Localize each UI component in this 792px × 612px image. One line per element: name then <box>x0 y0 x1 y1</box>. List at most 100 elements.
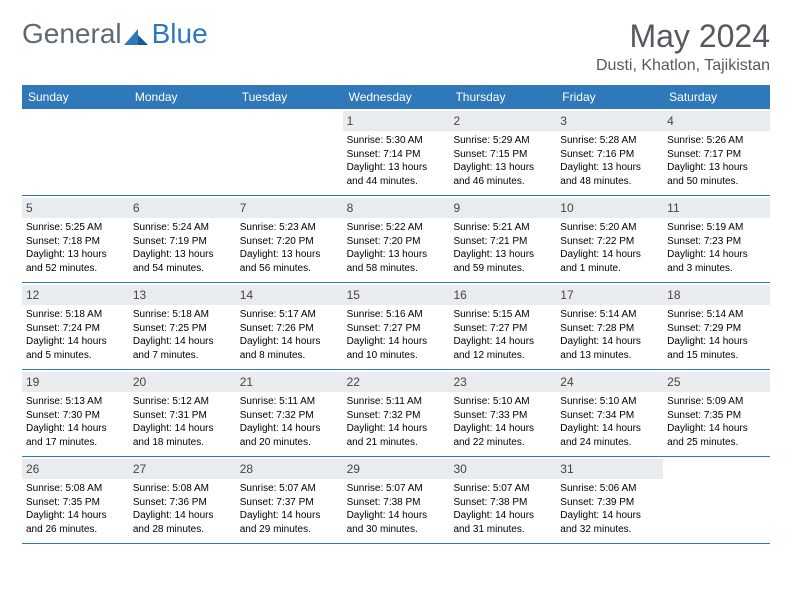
title-block: May 2024 Dusti, Khatlon, Tajikistan <box>596 18 770 75</box>
sunrise-text: Sunrise: 5:25 AM <box>26 221 125 235</box>
day-cell: 25Sunrise: 5:09 AMSunset: 7:35 PMDayligh… <box>663 370 770 456</box>
sunrise-text: Sunrise: 5:14 AM <box>560 308 659 322</box>
sunrise-text: Sunrise: 5:30 AM <box>347 134 446 148</box>
sunset-text: Sunset: 7:30 PM <box>26 409 125 423</box>
sunrise-text: Sunrise: 5:09 AM <box>667 395 766 409</box>
day-cell: 6Sunrise: 5:24 AMSunset: 7:19 PMDaylight… <box>129 196 236 282</box>
day-number: 8 <box>343 198 450 218</box>
day-number: 16 <box>449 285 556 305</box>
sunset-text: Sunset: 7:27 PM <box>347 322 446 336</box>
daylight-text: Daylight: 14 hours and 21 minutes. <box>347 422 446 449</box>
sunset-text: Sunset: 7:24 PM <box>26 322 125 336</box>
daylight-text: Daylight: 13 hours and 59 minutes. <box>453 248 552 275</box>
daylight-text: Daylight: 14 hours and 15 minutes. <box>667 335 766 362</box>
sunset-text: Sunset: 7:37 PM <box>240 496 339 510</box>
day-number: 15 <box>343 285 450 305</box>
day-cell: 14Sunrise: 5:17 AMSunset: 7:26 PMDayligh… <box>236 283 343 369</box>
sunrise-text: Sunrise: 5:24 AM <box>133 221 232 235</box>
day-cell <box>129 109 236 195</box>
daylight-text: Daylight: 14 hours and 29 minutes. <box>240 509 339 536</box>
location-subtitle: Dusti, Khatlon, Tajikistan <box>596 57 770 75</box>
sunset-text: Sunset: 7:27 PM <box>453 322 552 336</box>
sunrise-text: Sunrise: 5:19 AM <box>667 221 766 235</box>
weekday-header: Wednesday <box>343 85 450 109</box>
day-number: 22 <box>343 372 450 392</box>
daylight-text: Daylight: 14 hours and 20 minutes. <box>240 422 339 449</box>
day-cell: 21Sunrise: 5:11 AMSunset: 7:32 PMDayligh… <box>236 370 343 456</box>
sunrise-text: Sunrise: 5:26 AM <box>667 134 766 148</box>
day-cell <box>22 109 129 195</box>
sunrise-text: Sunrise: 5:18 AM <box>133 308 232 322</box>
weekday-header: Thursday <box>449 85 556 109</box>
day-number: 27 <box>129 459 236 479</box>
day-number: 4 <box>663 111 770 131</box>
day-number: 5 <box>22 198 129 218</box>
day-number: 30 <box>449 459 556 479</box>
daylight-text: Daylight: 13 hours and 56 minutes. <box>240 248 339 275</box>
day-cell: 13Sunrise: 5:18 AMSunset: 7:25 PMDayligh… <box>129 283 236 369</box>
sunrise-text: Sunrise: 5:12 AM <box>133 395 232 409</box>
day-cell: 3Sunrise: 5:28 AMSunset: 7:16 PMDaylight… <box>556 109 663 195</box>
sunset-text: Sunset: 7:39 PM <box>560 496 659 510</box>
sunset-text: Sunset: 7:31 PM <box>133 409 232 423</box>
day-number <box>236 111 343 115</box>
day-number: 24 <box>556 372 663 392</box>
daylight-text: Daylight: 13 hours and 52 minutes. <box>26 248 125 275</box>
sunrise-text: Sunrise: 5:10 AM <box>560 395 659 409</box>
day-number: 9 <box>449 198 556 218</box>
day-number: 14 <box>236 285 343 305</box>
sunrise-text: Sunrise: 5:16 AM <box>347 308 446 322</box>
daylight-text: Daylight: 14 hours and 3 minutes. <box>667 248 766 275</box>
daylight-text: Daylight: 14 hours and 8 minutes. <box>240 335 339 362</box>
daylight-text: Daylight: 13 hours and 46 minutes. <box>453 161 552 188</box>
sunset-text: Sunset: 7:15 PM <box>453 148 552 162</box>
sunrise-text: Sunrise: 5:11 AM <box>347 395 446 409</box>
day-number: 2 <box>449 111 556 131</box>
day-number: 17 <box>556 285 663 305</box>
sunset-text: Sunset: 7:32 PM <box>240 409 339 423</box>
day-number: 18 <box>663 285 770 305</box>
sunrise-text: Sunrise: 5:10 AM <box>453 395 552 409</box>
sunrise-text: Sunrise: 5:20 AM <box>560 221 659 235</box>
weekday-header: Saturday <box>663 85 770 109</box>
day-cell: 15 Sunrise: 5:16 AMSunset: 7:27 PMDayligh… <box>343 283 450 369</box>
day-cell: 19Sunrise: 5:13 AMSunset: 7:30 PMDayligh… <box>22 370 129 456</box>
day-number: 3 <box>556 111 663 131</box>
daylight-text: Daylight: 14 hours and 32 minutes. <box>560 509 659 536</box>
daylight-text: Daylight: 14 hours and 24 minutes. <box>560 422 659 449</box>
day-cell: 16Sunrise: 5:15 AMSunset: 7:27 PMDayligh… <box>449 283 556 369</box>
sunset-text: Sunset: 7:17 PM <box>667 148 766 162</box>
sunset-text: Sunset: 7:23 PM <box>667 235 766 249</box>
sunrise-text: Sunrise: 5:11 AM <box>240 395 339 409</box>
day-cell: 18Sunrise: 5:14 AMSunset: 7:29 PMDayligh… <box>663 283 770 369</box>
sunrise-text: Sunrise: 5:23 AM <box>240 221 339 235</box>
day-number: 28 <box>236 459 343 479</box>
day-number <box>22 111 129 115</box>
day-number: 11 <box>663 198 770 218</box>
daylight-text: Daylight: 14 hours and 7 minutes. <box>133 335 232 362</box>
daylight-text: Daylight: 14 hours and 1 minute. <box>560 248 659 275</box>
day-cell: 12Sunrise: 5:18 AMSunset: 7:24 PMDayligh… <box>22 283 129 369</box>
day-cell: 23Sunrise: 5:10 AMSunset: 7:33 PMDayligh… <box>449 370 556 456</box>
day-cell: 2Sunrise: 5:29 AMSunset: 7:15 PMDaylight… <box>449 109 556 195</box>
day-cell: 24Sunrise: 5:10 AMSunset: 7:34 PMDayligh… <box>556 370 663 456</box>
sunrise-text: Sunrise: 5:15 AM <box>453 308 552 322</box>
sunrise-text: Sunrise: 5:08 AM <box>26 482 125 496</box>
day-number: 7 <box>236 198 343 218</box>
sunrise-text: Sunrise: 5:06 AM <box>560 482 659 496</box>
sunrise-text: Sunrise: 5:08 AM <box>133 482 232 496</box>
day-number: 19 <box>22 372 129 392</box>
day-cell: 7Sunrise: 5:23 AMSunset: 7:20 PMDaylight… <box>236 196 343 282</box>
day-number: 12 <box>22 285 129 305</box>
daylight-text: Daylight: 14 hours and 10 minutes. <box>347 335 446 362</box>
sunset-text: Sunset: 7:22 PM <box>560 235 659 249</box>
day-number: 1 <box>343 111 450 131</box>
month-title: May 2024 <box>596 18 770 55</box>
logo-triangle-icon <box>124 24 150 44</box>
sunset-text: Sunset: 7:32 PM <box>347 409 446 423</box>
sunset-text: Sunset: 7:38 PM <box>347 496 446 510</box>
day-number: 25 <box>663 372 770 392</box>
daylight-text: Daylight: 14 hours and 25 minutes. <box>667 422 766 449</box>
week-row: 12 Sunrise: 5:18 AM Sunset: 7:24 PM Dayligh… <box>22 283 770 370</box>
weekday-header-row: Sunday Monday Tuesday Wednesday Thursday… <box>22 85 770 109</box>
